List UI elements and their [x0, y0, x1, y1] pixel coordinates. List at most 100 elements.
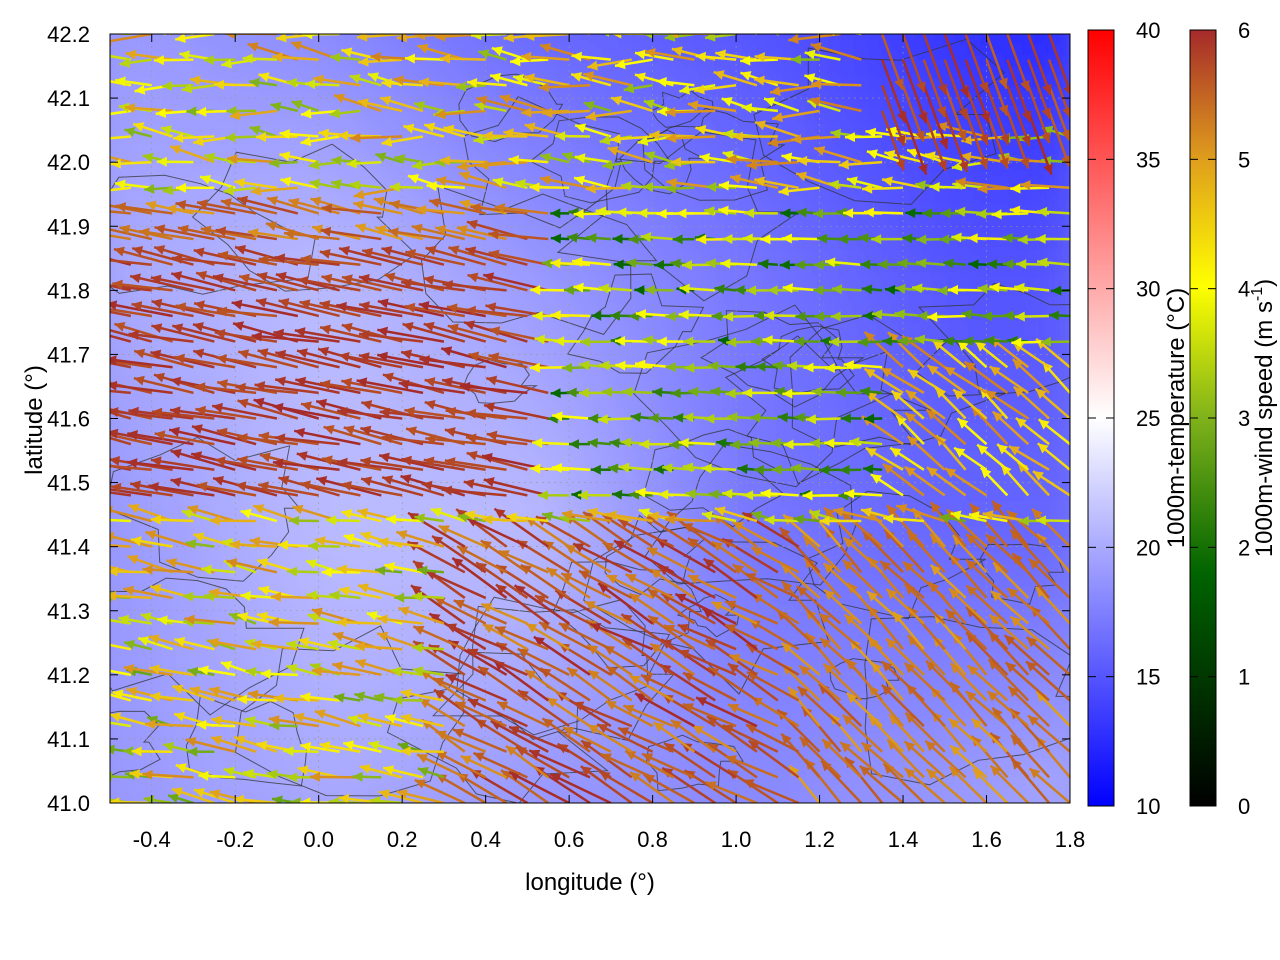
temperature-cell	[694, 642, 717, 676]
temperature-cell	[381, 482, 404, 516]
wind-vector-shaft	[110, 776, 111, 778]
temperature-cell	[110, 98, 111, 132]
temperature-cell	[339, 546, 362, 580]
wind-vector-shaft	[110, 391, 111, 393]
wind-vector-head	[75, 204, 85, 214]
temperature-cell	[130, 258, 153, 292]
temperature-cell	[610, 386, 633, 420]
temperature-cell	[360, 194, 383, 228]
temperature-cell	[131, 0, 153, 3]
temperature-cell	[110, 578, 111, 612]
temperature-cell	[464, 482, 487, 516]
wind-vector-head	[48, 322, 59, 332]
temperature-cell	[945, 0, 967, 3]
temperature-cell	[923, 194, 946, 228]
temperature-cell	[110, 450, 111, 484]
temperature-cell	[1007, 0, 1029, 3]
temperature-cell	[235, 0, 257, 3]
temperature-cell	[381, 34, 404, 36]
temperature-cell	[590, 514, 612, 548]
temperature-cell	[423, 130, 445, 164]
temperature-cell	[798, 194, 821, 228]
temperature-cell	[548, 258, 571, 292]
temperature-cell	[569, 642, 591, 676]
temperature-cell	[631, 578, 654, 612]
temperature-cell	[569, 34, 591, 68]
temperature-cell	[756, 546, 779, 580]
wind-vector-head	[86, 559, 97, 569]
temperature-cell	[778, 803, 800, 836]
temperature-cell	[506, 418, 529, 452]
temperature-cell	[110, 674, 111, 708]
temperature-cell	[840, 66, 863, 100]
temperature-cell	[715, 34, 738, 36]
temperature-cell	[1007, 34, 1030, 36]
temperature-cell	[798, 386, 821, 420]
temperature-cell	[798, 578, 821, 612]
temperature-cell	[590, 34, 612, 68]
temperature-cell	[110, 0, 132, 3]
temperature-cell	[527, 226, 550, 260]
temperature-cell	[110, 803, 132, 836]
temperature-cell	[861, 34, 884, 68]
temperature-cell	[360, 546, 383, 580]
temperature-cell	[193, 482, 216, 516]
temperature-cell	[965, 226, 988, 260]
temperature-cell	[548, 482, 571, 516]
temperature-cell	[172, 66, 195, 100]
wind-vector-head	[92, 303, 103, 313]
temperature-cell	[339, 578, 362, 612]
temperature-cell	[694, 34, 717, 36]
temperature-cell	[402, 34, 425, 36]
temperature-cell	[736, 34, 758, 36]
temperature-cell	[610, 738, 633, 772]
temperature-cell	[1049, 34, 1070, 36]
temperature-cell	[798, 226, 821, 260]
wind-vector-head	[82, 715, 93, 725]
temperature-cell	[486, 0, 508, 3]
wind-vector-shaft	[110, 340, 111, 342]
temperature-cell	[945, 803, 967, 836]
temperature-cell	[423, 738, 445, 772]
wind-vector-head	[89, 254, 99, 264]
temperature-cell	[590, 450, 612, 484]
wind-vector-head	[65, 245, 76, 255]
temperature-cell	[527, 258, 550, 292]
temperature-cell	[339, 482, 362, 516]
wind-vector-head	[93, 688, 104, 698]
temperature-cell	[548, 0, 570, 3]
wind-vector-head	[92, 638, 103, 648]
temperature-cell	[611, 0, 633, 3]
temperature-cell	[673, 482, 696, 516]
temperature-cell	[819, 258, 842, 292]
temperature-cell	[277, 0, 299, 3]
temperature-cell	[443, 130, 466, 164]
temperature-cell	[798, 770, 821, 803]
temperature-cell	[276, 674, 299, 708]
temperature-cell	[611, 803, 633, 836]
temperature-cell	[610, 482, 633, 516]
temperature-cell	[340, 0, 362, 3]
temperature-cell	[1070, 0, 1092, 3]
temperature-cell	[256, 514, 278, 548]
plot-area: -0.4 -0.2 0.0 0.2 0.4 0.6 0.8 1.0 1.2 1.4 1.6 1.8 4…	[47, 0, 1092, 852]
temperature-cell	[381, 130, 404, 164]
temperature-cell	[777, 546, 800, 580]
temperature-cell	[610, 290, 633, 324]
temperature-cell	[443, 66, 466, 100]
temperature-cell	[193, 610, 216, 644]
temperature-cell	[840, 98, 863, 132]
temperature-cell	[110, 258, 111, 292]
temperature-cell	[986, 226, 1009, 260]
temperature-cell	[798, 706, 821, 740]
temperature-cell	[965, 290, 988, 324]
temperature-cell	[110, 386, 111, 420]
wind-vector	[48, 322, 111, 342]
temperature-cell	[214, 706, 237, 740]
temperature-cell	[777, 674, 800, 708]
wind-vector-head	[91, 376, 102, 386]
temperature-cell	[673, 34, 696, 36]
temperature-cell	[256, 0, 278, 3]
temperature-cell	[172, 514, 195, 548]
temperature-cell	[1028, 290, 1051, 324]
